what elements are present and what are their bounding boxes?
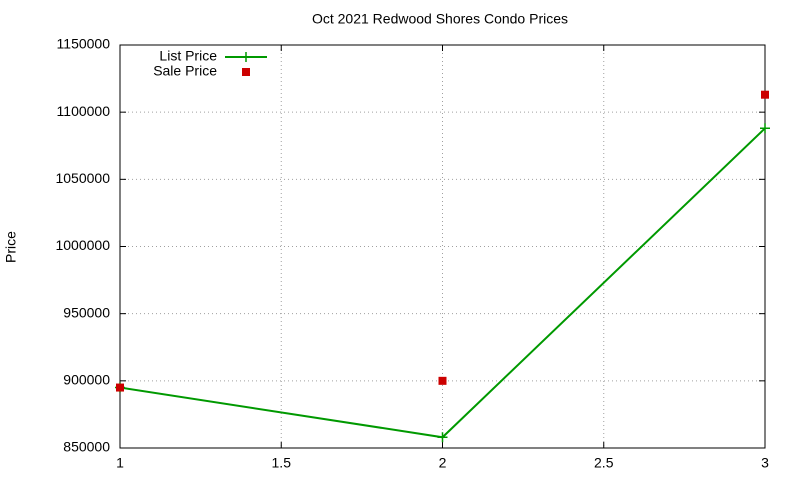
point-marker bbox=[760, 123, 770, 134]
point-marker bbox=[116, 383, 124, 392]
y-tick-label: 1000000 bbox=[55, 237, 110, 253]
point-marker bbox=[761, 90, 769, 99]
y-axis-label: Price bbox=[3, 231, 19, 263]
y-tick-label: 950000 bbox=[63, 304, 110, 320]
y-tick-label: 850000 bbox=[63, 439, 110, 455]
y-tick-label: 1100000 bbox=[57, 103, 111, 119]
x-tick-label: 2.5 bbox=[594, 455, 614, 471]
y-tick-label: 900000 bbox=[63, 372, 110, 388]
chart-title: Oct 2021 Redwood Shores Condo Prices bbox=[312, 11, 568, 27]
legend-label: Sale Price bbox=[153, 63, 217, 79]
series-line bbox=[119, 127, 766, 439]
y-tick-label: 1150000 bbox=[57, 36, 111, 52]
y-tick-label: 1050000 bbox=[55, 170, 110, 186]
point-marker bbox=[438, 376, 447, 385]
x-tick-label: 1 bbox=[116, 455, 124, 471]
legend-label: List Price bbox=[159, 48, 217, 64]
point-marker bbox=[437, 432, 448, 443]
legend-marker bbox=[242, 68, 250, 76]
x-tick-label: 3 bbox=[761, 455, 769, 471]
x-tick-label: 2 bbox=[439, 455, 447, 471]
legend-marker bbox=[241, 52, 251, 62]
plot-border bbox=[119, 44, 766, 449]
x-tick-label: 1.5 bbox=[272, 455, 292, 471]
